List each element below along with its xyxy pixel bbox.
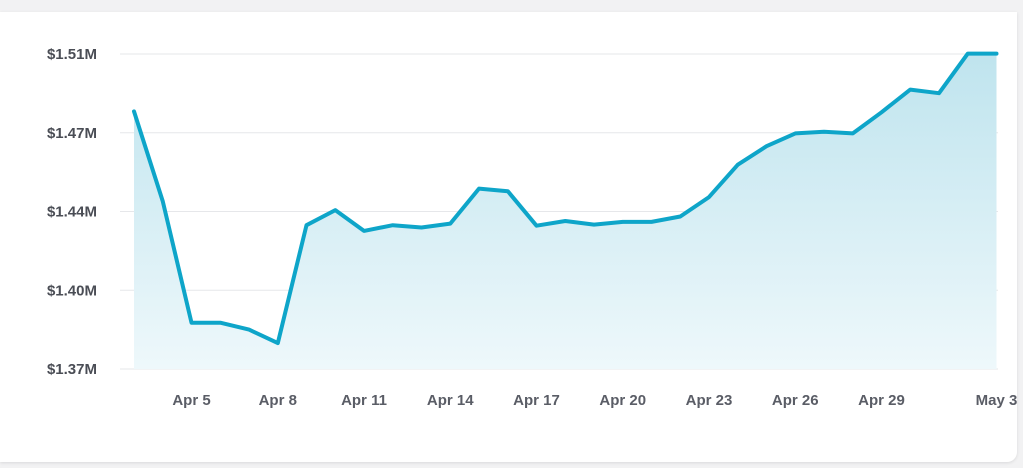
x-tick-label: Apr 23 bbox=[686, 392, 733, 409]
y-tick-label: $1.40M bbox=[47, 282, 97, 299]
data-point[interactable] bbox=[243, 324, 255, 336]
data-point[interactable] bbox=[588, 219, 600, 231]
x-tick-label: Apr 14 bbox=[427, 392, 474, 409]
x-tick-label: Apr 8 bbox=[259, 392, 297, 409]
x-tick-label: Apr 20 bbox=[599, 392, 646, 409]
data-point[interactable] bbox=[358, 225, 370, 237]
data-point[interactable] bbox=[847, 127, 859, 139]
data-point[interactable] bbox=[387, 219, 399, 231]
x-tick-label: Apr 5 bbox=[172, 392, 210, 409]
x-tick-label: Apr 17 bbox=[513, 392, 560, 409]
data-point[interactable] bbox=[991, 48, 1003, 60]
data-point[interactable] bbox=[904, 84, 916, 96]
data-point[interactable] bbox=[703, 191, 715, 203]
data-point[interactable] bbox=[157, 195, 169, 207]
data-point[interactable] bbox=[876, 106, 888, 118]
data-point[interactable] bbox=[559, 215, 571, 227]
data-point[interactable] bbox=[186, 317, 198, 329]
y-tick-label: $1.37M bbox=[47, 361, 97, 378]
data-point[interactable] bbox=[473, 183, 485, 195]
data-point[interactable] bbox=[646, 216, 658, 228]
data-point[interactable] bbox=[444, 218, 456, 230]
data-point[interactable] bbox=[789, 127, 801, 139]
data-point[interactable] bbox=[128, 105, 140, 117]
data-point[interactable] bbox=[272, 337, 284, 349]
data-point[interactable] bbox=[531, 220, 543, 232]
x-tick-label: Apr 26 bbox=[772, 392, 819, 409]
x-tick-label: Apr 11 bbox=[341, 392, 387, 409]
y-tick-label: $1.47M bbox=[47, 125, 97, 142]
data-point[interactable] bbox=[329, 204, 341, 216]
data-point[interactable] bbox=[962, 48, 974, 60]
data-point[interactable] bbox=[416, 222, 428, 234]
x-tick-label: Apr 29 bbox=[858, 392, 905, 409]
data-point[interactable] bbox=[214, 317, 226, 329]
data-point[interactable] bbox=[617, 216, 629, 228]
data-point[interactable] bbox=[933, 87, 945, 99]
x-tick-label: May 3 bbox=[976, 392, 1018, 409]
data-point[interactable] bbox=[502, 185, 514, 197]
data-point[interactable] bbox=[732, 159, 744, 171]
y-tick-label: $1.44M bbox=[47, 204, 97, 221]
data-point[interactable] bbox=[761, 140, 773, 152]
data-point[interactable] bbox=[301, 219, 313, 231]
y-tick-label: $1.51M bbox=[47, 46, 97, 63]
data-point[interactable] bbox=[818, 126, 830, 138]
data-point[interactable] bbox=[674, 211, 686, 223]
